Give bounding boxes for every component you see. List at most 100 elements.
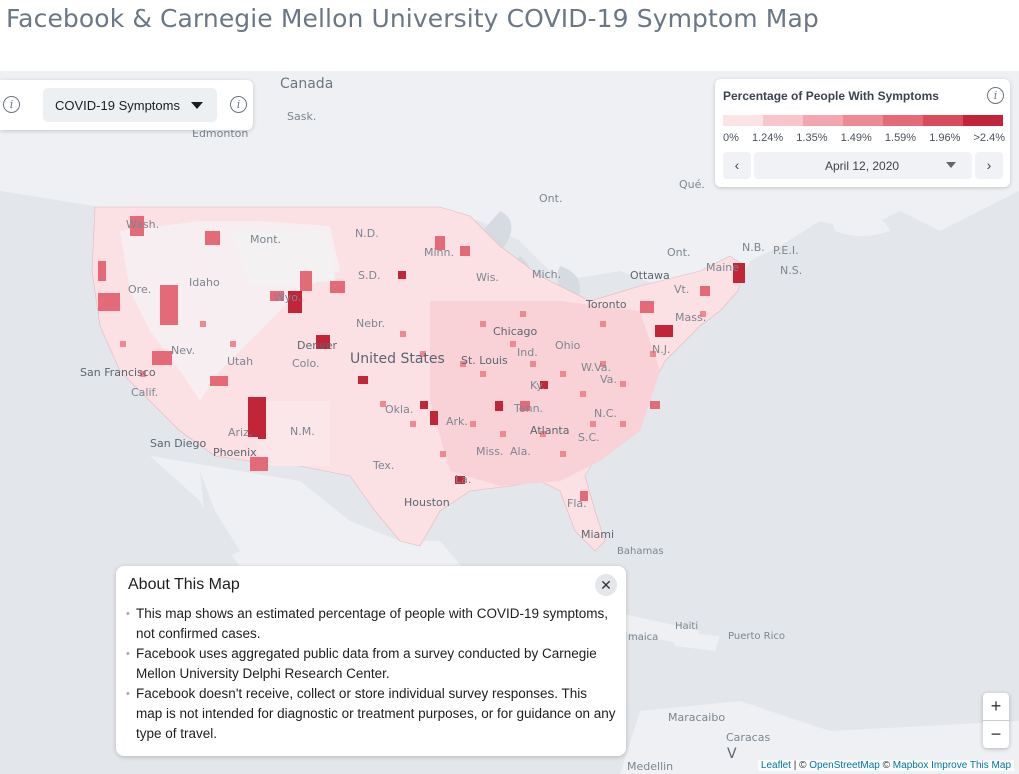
map-label: Fla.	[567, 497, 587, 510]
map-label: N.J.	[652, 343, 671, 356]
zoom-out-button[interactable]: −	[990, 724, 1002, 744]
map-label: P.E.I.	[773, 244, 799, 257]
about-item: Facebook doesn't receive, collect or sto…	[126, 684, 616, 744]
south-america-land	[620, 701, 1019, 774]
map-label: Ore.	[128, 283, 152, 296]
map-label: Miss.	[476, 445, 504, 458]
date-select-dropdown[interactable]: April 12, 2020	[754, 152, 972, 179]
map-label: Maine	[706, 261, 740, 274]
map-label: Ariz.	[228, 426, 253, 439]
improve-map-link[interactable]: Improve This Map	[931, 760, 1011, 771]
legend-tick: >2.4%	[973, 132, 1005, 144]
legend-tick: 1.96%	[929, 132, 961, 144]
map-label: Utah	[227, 355, 254, 368]
layer-control: i COVID-19 Symptoms i	[0, 80, 253, 130]
map-label: Ont.	[667, 246, 691, 259]
map-label: Puerto Rico	[728, 631, 786, 642]
map-label: St. Louis	[461, 354, 508, 367]
map-label: San Francisco	[80, 366, 156, 379]
legend-tick: 1.59%	[884, 132, 917, 144]
map-label: Ont.	[539, 192, 563, 205]
map-label: Vt.	[674, 283, 690, 296]
osm-link[interactable]: OpenStreetMap	[809, 760, 880, 771]
map-label: Mich.	[532, 268, 562, 281]
map-label: Minn.	[424, 246, 454, 259]
map-label: Bahamas	[617, 546, 664, 557]
zoom-in-button[interactable]: +	[990, 696, 1002, 716]
map-label: Phoenix	[213, 446, 257, 459]
legend-tick: 1.24%	[752, 132, 784, 144]
map-label: Wyo.	[274, 291, 302, 304]
map-label: Okla.	[385, 403, 414, 416]
map-label: N.C.	[594, 407, 617, 420]
legend-title: Percentage of People With Symptoms	[723, 89, 939, 103]
legend-swatch	[883, 115, 923, 126]
page-title: Facebook & Carnegie Mellon University CO…	[6, 4, 819, 33]
close-button[interactable]: ✕	[595, 574, 617, 596]
map-label: Ind.	[517, 346, 538, 359]
caret-down-icon	[191, 102, 203, 109]
legend-swatch	[723, 115, 763, 126]
map-label: Mont.	[250, 233, 282, 246]
map-label: Ky.	[530, 379, 545, 392]
map-label: Mass.	[675, 311, 707, 324]
info-icon[interactable]: i	[230, 96, 247, 113]
hotspots-high	[248, 263, 745, 484]
attribution-sep: ©	[879, 760, 893, 771]
map-label: Tenn.	[514, 402, 544, 415]
map-label: La.	[455, 473, 472, 486]
map-label: Qué.	[679, 178, 705, 191]
legend-color-bar	[723, 115, 1003, 126]
map-label: Colo.	[292, 357, 320, 370]
map-label: Miami	[581, 528, 615, 541]
map-label: W.Va.	[581, 361, 612, 374]
map-label: United States	[350, 351, 445, 367]
map-label: Ark.	[446, 415, 468, 428]
legend-swatch	[963, 115, 1003, 126]
map-label: N.S.	[780, 264, 803, 277]
map-label: N.D.	[355, 227, 379, 240]
mapbox-link[interactable]: Mapbox	[892, 760, 929, 771]
map-label: Ottawa	[630, 269, 670, 282]
about-list: This map shows an estimated percentage o…	[126, 604, 616, 744]
map-canvas[interactable]: Canada Sask. Edmonton Ont. Qué. N.B. P.E…	[0, 71, 1019, 774]
east-region	[430, 301, 660, 486]
zoom-divider	[983, 720, 1009, 721]
baja-water	[200, 471, 240, 556]
map-label: S.C.	[578, 431, 600, 444]
attribution-sep: | ©	[790, 760, 810, 771]
next-date-button[interactable]: ›	[975, 152, 1003, 179]
zoom-control: + −	[983, 693, 1009, 748]
map-label: N.M.	[290, 425, 315, 438]
map-label: Maracaibo	[668, 711, 726, 724]
map-label: San Diego	[150, 437, 207, 450]
map-label: Nebr.	[356, 317, 385, 330]
map-label: Wash.	[126, 218, 160, 231]
date-label: April 12, 2020	[825, 159, 900, 173]
hotspots-mid	[98, 216, 710, 501]
southwest-region	[250, 401, 330, 466]
legend-tick: 1.35%	[796, 132, 828, 144]
map-label: Va.	[600, 373, 617, 386]
legend-swatch	[923, 115, 963, 126]
leaflet-link[interactable]: Leaflet	[760, 760, 791, 771]
legend-tick: 1.49%	[840, 132, 872, 144]
map-label: Haiti	[675, 621, 699, 632]
map-label: Nev.	[171, 344, 196, 357]
about-panel: About This Map ✕ This map shows an estim…	[116, 566, 626, 756]
map-label: Ala.	[510, 445, 531, 458]
info-icon[interactable]: i	[987, 87, 1004, 104]
about-item: This map shows an estimated percentage o…	[126, 604, 616, 644]
map-label: Tex.	[373, 459, 395, 472]
map-label: Wis.	[476, 271, 499, 284]
map-label: maica	[628, 632, 659, 643]
legend-tick: 0%	[723, 132, 739, 144]
prev-date-button[interactable]: ‹	[723, 152, 751, 179]
map-label: Sask.	[287, 110, 317, 123]
map-label: Houston	[404, 496, 450, 509]
map-label: Caracas	[726, 731, 771, 744]
info-icon[interactable]: i	[3, 96, 20, 113]
map-label: Ohio	[555, 339, 581, 352]
legend-swatch	[803, 115, 843, 126]
layer-select-dropdown[interactable]: COVID-19 Symptoms	[43, 88, 217, 122]
